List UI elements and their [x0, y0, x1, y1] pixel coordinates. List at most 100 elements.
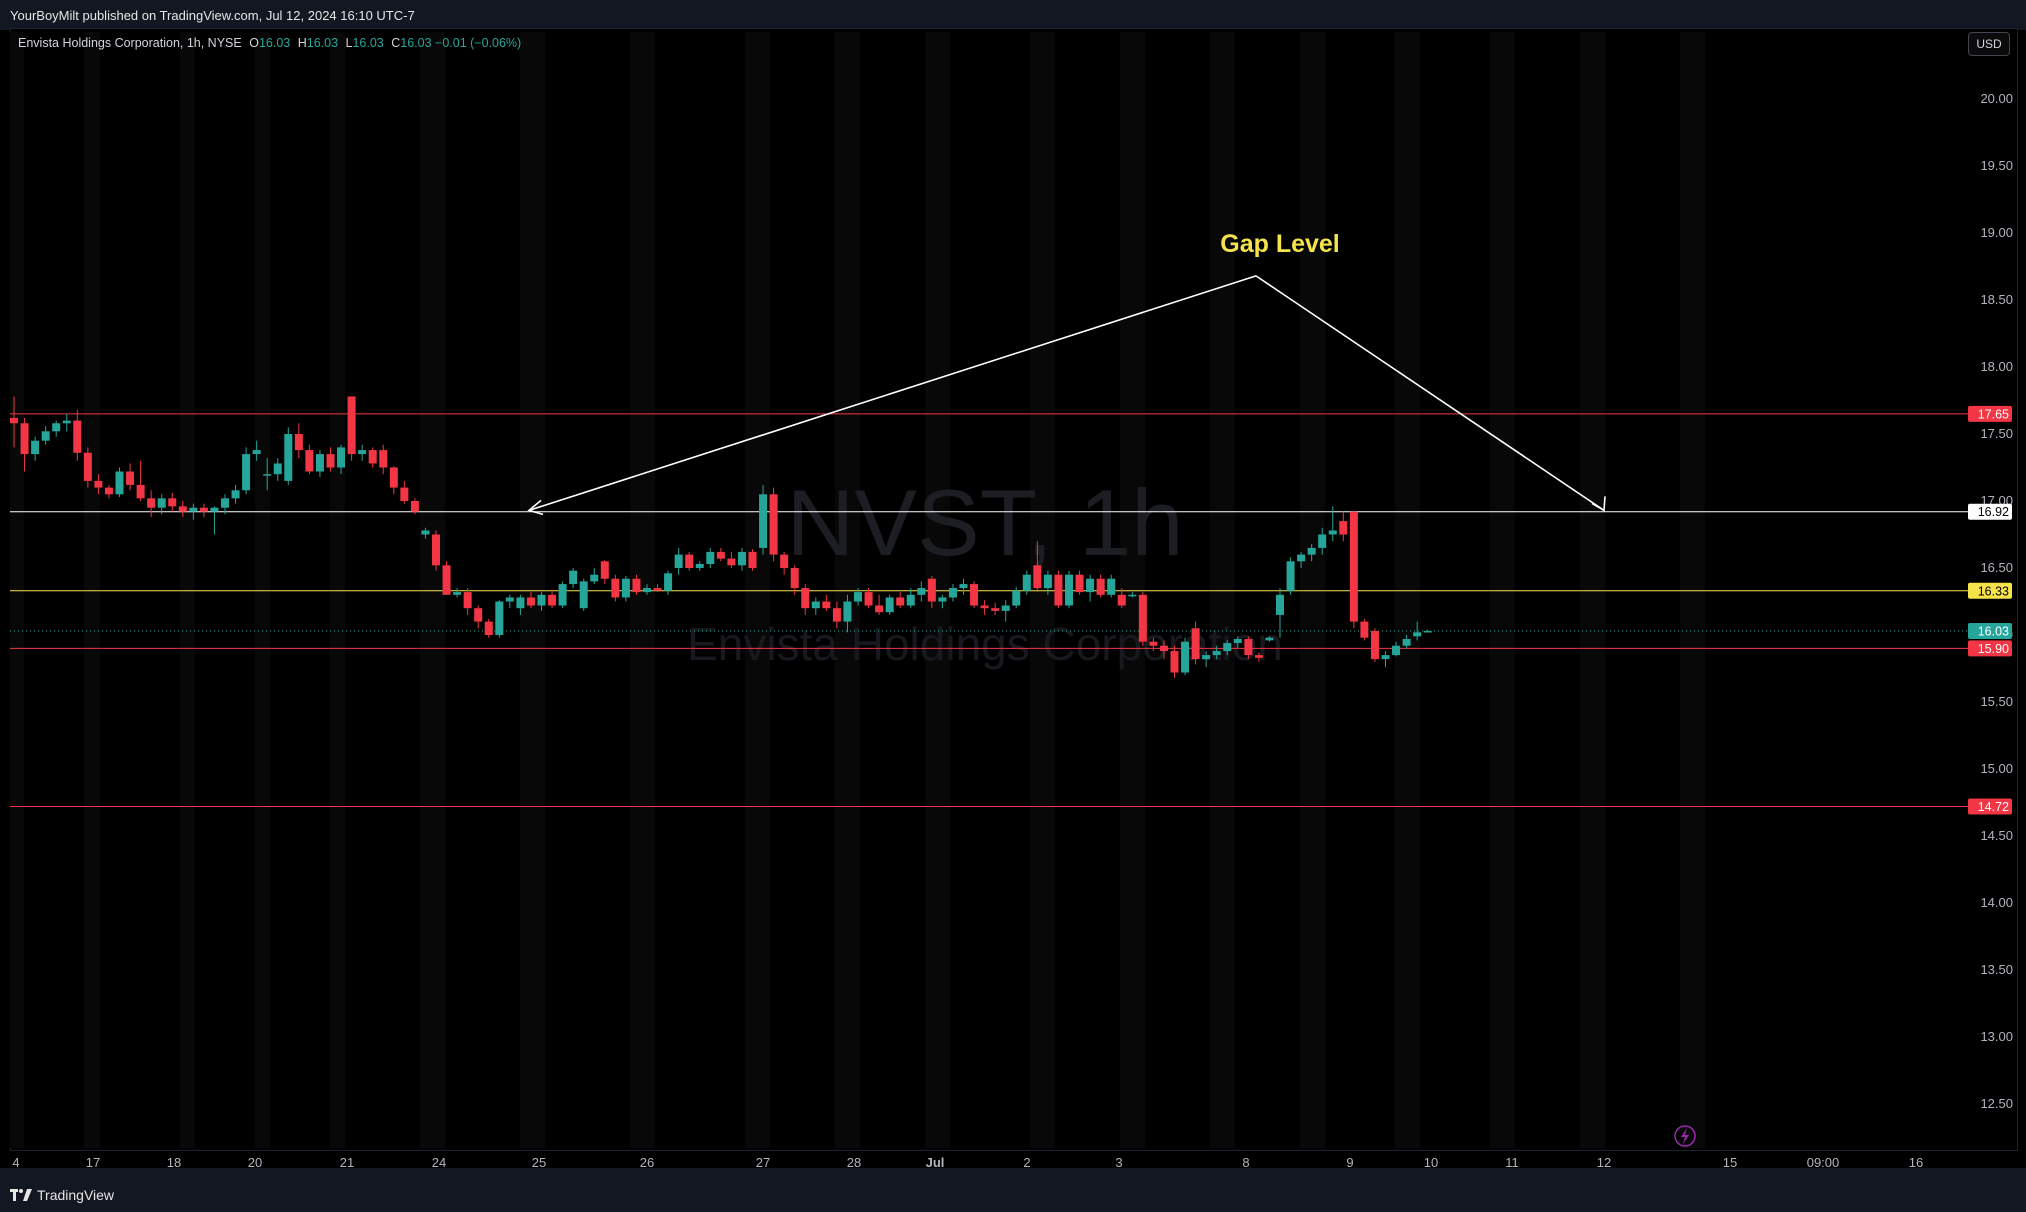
y-tick-label: 18.50: [1980, 292, 2013, 307]
candle-body: [273, 463, 282, 475]
candle: [73, 409, 82, 461]
x-tick-label: 27: [756, 1155, 770, 1170]
candle-body: [421, 530, 430, 535]
candle-body: [548, 594, 557, 606]
x-tick-label: 24: [432, 1155, 446, 1170]
y-tick-label: 13.00: [1980, 1029, 2013, 1044]
candle-body: [115, 471, 124, 495]
candle: [590, 568, 599, 585]
publish-note: YourBoyMilt published on TradingView.com…: [10, 8, 415, 23]
candle-body: [959, 584, 968, 589]
candle-body: [147, 498, 156, 508]
candle-body: [1423, 630, 1432, 633]
candle-body: [1075, 574, 1084, 593]
candle: [516, 594, 525, 615]
candle: [1328, 506, 1337, 542]
candle: [1191, 621, 1200, 665]
candle-body: [284, 434, 293, 481]
candle: [653, 584, 662, 593]
session-band: [1030, 32, 1055, 1148]
candle: [326, 447, 335, 472]
candle-body: [1402, 639, 1411, 646]
watermark-symbol: NVST, 1h: [786, 470, 1183, 575]
candle: [600, 559, 609, 585]
candle-body: [1286, 561, 1295, 591]
candle-body: [31, 440, 40, 455]
time-axis: 4 17 18 20 21 24 25 26 27 28 Jul 2 3 8 9 10 11 12 15 09:00 1…: [12, 1155, 1923, 1170]
candle: [674, 547, 683, 575]
candle: [432, 530, 440, 571]
candle: [706, 547, 715, 568]
candle-body: [1392, 645, 1401, 656]
x-tick-label: 21: [340, 1155, 354, 1170]
candle: [1022, 570, 1031, 595]
candle: [474, 605, 483, 629]
session-band: [1490, 32, 1515, 1148]
currency-button[interactable]: USD: [1968, 32, 2010, 56]
y-tick-label: 15.50: [1980, 694, 2013, 709]
candle-body: [1065, 574, 1073, 606]
brand[interactable]: TradingView: [10, 1187, 114, 1203]
candle-body: [315, 454, 324, 472]
candle: [1254, 652, 1263, 662]
x-tick-label: 09:00: [1807, 1155, 1840, 1170]
price-label-bg: [1968, 798, 2012, 815]
x-tick-label: Jul: [926, 1155, 945, 1170]
candle: [147, 490, 156, 518]
candle-body: [305, 450, 314, 472]
arrow-left-head: [527, 499, 544, 516]
session-band: [255, 32, 270, 1148]
y-tick-label: 14.50: [1980, 828, 2013, 843]
candle: [1223, 640, 1232, 656]
candle-body: [20, 423, 29, 455]
x-tick-label: 20: [248, 1155, 262, 1170]
candle: [1149, 637, 1158, 652]
candle: [231, 484, 240, 504]
candle-body: [1012, 590, 1021, 606]
x-tick-label: 17: [86, 1155, 100, 1170]
y-tick-label: 12.50: [1980, 1096, 2013, 1111]
price-label-bg: [1968, 582, 2012, 599]
candle: [1370, 628, 1379, 662]
session-band: [1395, 32, 1420, 1148]
candle-body: [516, 597, 525, 609]
candle: [854, 588, 862, 606]
horizontal-levels: [10, 413, 1968, 808]
candle: [1001, 600, 1010, 622]
candle: [1276, 588, 1284, 638]
candle-body: [1381, 655, 1390, 660]
candle-body: [1318, 534, 1327, 548]
candle: [643, 584, 651, 595]
candle: [505, 594, 514, 609]
candle: [938, 594, 947, 609]
x-tick-label: 26: [640, 1155, 654, 1170]
candle: [178, 501, 187, 518]
candle-body: [1086, 578, 1095, 593]
lightning-icon[interactable]: [1674, 1125, 1696, 1147]
y-tick-label: 18.00: [1980, 359, 2013, 374]
candle-body: [252, 450, 261, 455]
candle-body: [410, 501, 419, 512]
candle: [1202, 651, 1211, 668]
candle-body: [400, 487, 409, 501]
candle-body: [674, 554, 683, 568]
candle-body: [453, 592, 462, 595]
candle-body: [843, 601, 852, 622]
price-label: 16.92: [1968, 503, 2012, 520]
candle: [716, 547, 725, 562]
candle-body: [653, 588, 662, 591]
candle: [980, 600, 989, 615]
arrow-right: [1255, 275, 1605, 512]
candle: [284, 427, 293, 485]
candle-body: [1328, 530, 1337, 535]
candle: [1012, 586, 1021, 609]
legend-open: 16.03: [258, 36, 291, 50]
candle: [1381, 651, 1390, 668]
candle-body: [178, 506, 187, 512]
legend-close: 16.03: [400, 36, 432, 50]
candle-body: [136, 484, 145, 499]
x-tick-label: 11: [1505, 1155, 1519, 1170]
candle: [1318, 527, 1327, 555]
candle: [1181, 637, 1190, 676]
